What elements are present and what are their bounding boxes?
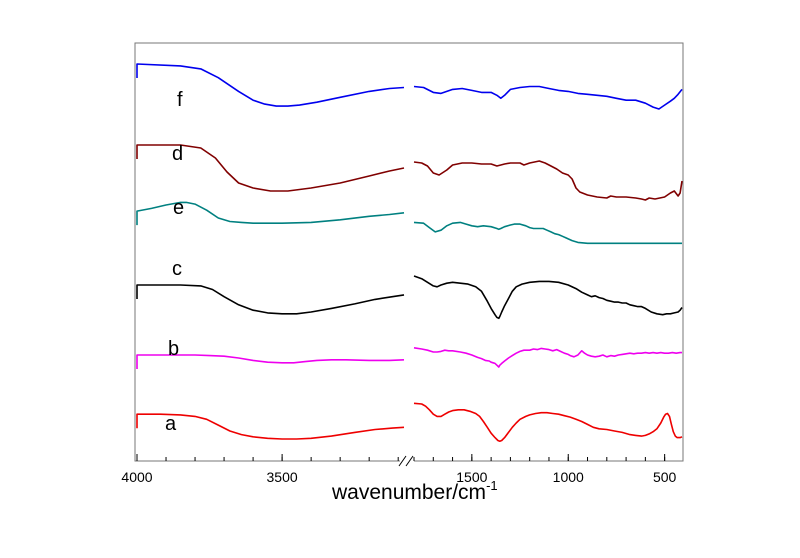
x-axis-title-text: wavenumber/cm bbox=[331, 481, 486, 504]
series-c-high-line bbox=[136, 284, 405, 315]
series-e-low-line bbox=[413, 221, 682, 245]
x-axis-title-superscript: -1 bbox=[486, 478, 498, 493]
series-a-low-line bbox=[413, 402, 683, 442]
curve-label-c: c bbox=[172, 258, 182, 280]
x-tick-label-500: 500 bbox=[653, 469, 677, 485]
plot-frame bbox=[134, 42, 684, 462]
series-e-high-line bbox=[136, 201, 405, 226]
curve-label-f: f bbox=[177, 89, 183, 111]
x-axis-ticks: 4000 3500 1500 1000 500 bbox=[121, 454, 677, 485]
series-curves bbox=[136, 63, 683, 442]
x-tick-label-1000: 1000 bbox=[553, 469, 584, 485]
series-a-high-line bbox=[136, 413, 405, 440]
curve-label-d: d bbox=[172, 143, 183, 165]
curve-labels: f d e c b a bbox=[165, 89, 184, 435]
series-b-low-line bbox=[413, 347, 682, 368]
axis-break-mark bbox=[398, 454, 414, 468]
series-b-high-line bbox=[136, 354, 405, 369]
curve-label-e: e bbox=[173, 197, 184, 219]
series-d-high-line bbox=[136, 144, 405, 192]
x-tick-label-3500: 3500 bbox=[267, 469, 298, 485]
x-axis-title: wavenumber/cm-1 bbox=[331, 478, 498, 504]
series-f-low-line bbox=[413, 85, 683, 110]
series-c-low-line bbox=[413, 275, 683, 320]
series-f-high-line bbox=[136, 63, 405, 107]
curve-label-b: b bbox=[168, 338, 179, 360]
x-tick-label-1500: 1500 bbox=[456, 469, 487, 485]
x-tick-label-4000: 4000 bbox=[121, 469, 152, 485]
series-d-low-line bbox=[413, 160, 683, 201]
curve-label-a: a bbox=[165, 413, 177, 435]
